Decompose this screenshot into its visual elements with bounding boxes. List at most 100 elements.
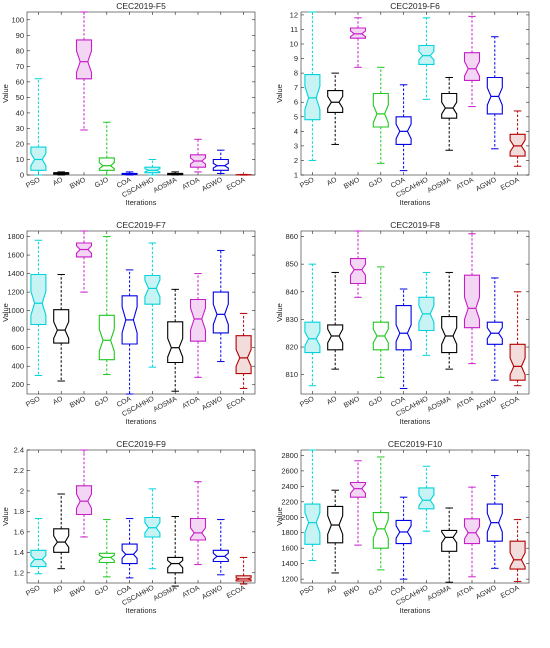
box-body [463,52,481,81]
x-tick-label: AO [326,584,339,595]
y-tick-label: 20 [16,139,24,148]
box-body [30,273,47,326]
box-body [53,309,70,344]
y-tick-label: 1.6 [14,527,24,536]
chart-panel-4: CEC2019-F8 810 820 830 840 850 860 Value Iterati… [275,220,530,426]
chart-panel-6: CEC2019-F10 1200 1400 1600 1800 2000 2200 2400 2… [275,439,530,615]
x-tick-label: ATOA [181,176,201,191]
box-body [349,481,367,498]
box-body [509,133,526,157]
y-tick-label: 5 [294,112,298,121]
x-axis-label: Iterations [400,606,431,615]
y-tick-label: 810 [285,370,298,379]
x-tick-label: ECOA [500,176,521,192]
box-ao: AO [326,450,344,596]
y-tick-label: 2200 [281,497,298,506]
box-body [30,549,47,568]
x-tick-label: AO [52,584,65,595]
box-body [372,512,389,549]
y-tick-label: 2 [20,486,24,495]
x-tick-label: GJO [94,176,110,189]
x-tick-label: ECOA [500,584,521,600]
x-tick-label: PSO [25,395,42,408]
box-body [349,27,367,39]
x-tick-label: AO [326,395,339,406]
chart-panel-1: CEC2019-F5 0 10 20 30 40 50 60 70 80 90 100 Value Ite… [1,1,256,207]
y-axis-label: Value [1,507,10,526]
chart-title: CEC2019-F10 [388,439,443,449]
y-tick-label: 1000 [7,306,24,315]
chart-title: CEC2019-F6 [390,1,440,11]
y-tick-label: 60 [16,77,24,86]
plot-area [26,11,256,176]
box-body [98,157,115,171]
y-tick-label: 100 [11,15,24,24]
x-tick-label: ATOA [181,584,201,599]
box-body [235,335,252,375]
y-tick-label: 40 [16,108,24,117]
box-body [441,92,458,119]
box-coa: COA [390,450,412,598]
box-body [327,324,344,351]
x-tick-label: ECOA [226,584,247,600]
x-tick-label: PSO [25,176,42,189]
x-tick-label: BWO [343,584,362,598]
x-axis-label: Iterations [400,198,431,207]
y-tick-label: 1.8 [14,507,24,516]
x-tick-label: GJO [94,584,110,597]
x-tick-label: GJO [368,395,384,408]
box-bwo: BWO [69,449,93,599]
chart-panel-5: CEC2019-F9 1.2 1.4 1.6 1.8 2 2.2 2.4 Value Iterat… [1,439,256,615]
box-body [75,485,93,516]
y-tick-label: 1400 [7,269,24,278]
x-tick-label: AO [52,176,65,187]
x-tick-label: GJO [368,176,384,189]
box-gjo: GJO [368,12,389,190]
y-tick-label: 860 [285,232,298,241]
x-tick-label: AOSMA [427,395,453,413]
box-pso: PSO [299,11,321,190]
x-tick-label: AGWO [201,584,224,601]
box-body [30,146,47,171]
x-tick-label: ECOA [226,176,247,192]
y-tick-label: 2000 [281,513,298,522]
box-body [395,116,412,145]
x-tick-label: AO [52,395,65,406]
y-tick-label: 50 [16,93,24,102]
x-tick-label: PSO [299,176,316,189]
x-tick-label: AOSMA [153,176,179,194]
y-axis-label: Value [275,84,284,103]
y-tick-label: 1 [294,171,298,180]
x-tick-label: AGWO [475,395,498,412]
x-tick-label: AO [326,176,339,187]
box-gjo: GJO [94,231,115,409]
y-axis-label: Value [1,84,10,103]
box-body [441,529,458,552]
box-ao: AO [326,231,344,407]
y-tick-label: 1600 [281,544,298,553]
box-coa: COA [390,12,412,190]
y-tick-label: 820 [285,343,298,352]
box-body [53,528,70,553]
y-tick-label: 1200 [281,575,298,584]
y-tick-label: 400 [11,362,24,371]
y-tick-label: 2 [294,156,298,165]
y-tick-label: 1800 [7,232,24,241]
box-body [418,487,435,510]
y-tick-label: 600 [11,343,24,352]
y-tick-label: 10 [16,155,24,164]
x-tick-label: AGWO [475,176,498,193]
box-body [189,517,207,541]
box-ao: AO [52,231,70,407]
box-ao: AO [52,12,70,188]
y-tick-label: 30 [16,124,24,133]
box-body [463,518,481,545]
x-tick-label: AGWO [201,395,224,412]
y-tick-label: 1400 [281,559,298,568]
chart-title: CEC2019-F9 [116,439,166,449]
box-body [144,274,161,305]
box-body [463,274,481,329]
y-tick-label: 12 [290,10,298,19]
